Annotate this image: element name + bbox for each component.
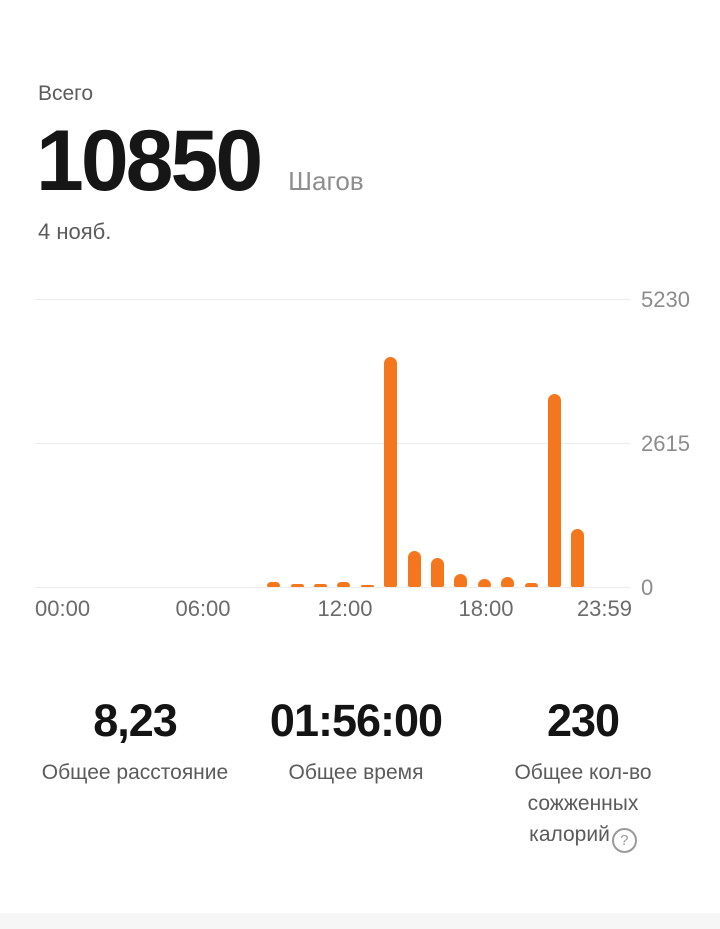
gridline-5230 xyxy=(35,298,630,300)
total-steps-value: 10850 xyxy=(36,113,263,209)
total-distance-label: Общее расстояние xyxy=(41,761,229,784)
total-distance-value: 8,23 xyxy=(93,695,178,746)
stat-total-time: 01:56:00 Общее время xyxy=(241,697,471,788)
bar-hour-19[interactable] xyxy=(501,577,515,587)
bar-hour-18[interactable] xyxy=(477,579,491,587)
stat-total-calories: 230 Общее кол-во сожженных калорий? xyxy=(498,697,668,853)
total-calories-value: 230 xyxy=(546,695,620,746)
stat-total-distance: 8,23 Общее расстояние xyxy=(20,697,250,788)
total-label: Всего xyxy=(38,82,94,105)
bar-hour-13[interactable] xyxy=(360,585,374,587)
total-calories-label: Общее кол-во сожженных калорий? xyxy=(498,757,668,853)
bar-hour-21[interactable] xyxy=(547,394,561,587)
steps-bar-chart[interactable]: 0 2615 5230 00:00 06:00 12:00 18:00 23:59 xyxy=(0,0,720,650)
calories-help-icon[interactable]: ? xyxy=(611,828,637,853)
date-label: 4 нояб. xyxy=(38,219,112,244)
bar-hour-15[interactable] xyxy=(407,551,421,587)
bar-hour-22[interactable] xyxy=(571,529,585,587)
y-axis-label-2615: 2615 xyxy=(641,431,690,456)
bar-hour-20[interactable] xyxy=(524,583,538,587)
steps-unit-label: Шагов xyxy=(288,166,364,196)
bar-hour-14[interactable] xyxy=(384,357,398,587)
bar-hour-9[interactable] xyxy=(267,582,281,587)
total-steps-row: 10850 Шагов xyxy=(36,116,364,206)
x-axis-label-1800: 18:00 xyxy=(458,596,514,621)
bar-hour-10[interactable] xyxy=(290,584,304,587)
total-time-label: Общее время xyxy=(288,761,424,784)
x-axis-label-0600: 06:00 xyxy=(175,596,231,621)
total-time-value: 01:56:00 xyxy=(269,695,443,746)
bottom-band xyxy=(0,913,720,929)
x-axis-label-1200: 12:00 xyxy=(317,596,373,621)
bar-hour-17[interactable] xyxy=(454,574,468,587)
x-axis-label-2359: 23:59 xyxy=(576,596,632,621)
y-axis-label-5230: 5230 xyxy=(641,287,690,312)
total-calories-label-text: Общее кол-во сожженных калорий xyxy=(514,761,652,846)
gridline-2615 xyxy=(35,442,630,444)
bar-hour-11[interactable] xyxy=(313,584,327,587)
x-axis-label-0000: 00:00 xyxy=(35,596,91,621)
y-axis-label-0: 0 xyxy=(641,575,654,600)
gridline-0 xyxy=(35,586,630,588)
bar-hour-12[interactable] xyxy=(337,582,351,587)
bar-hour-16[interactable] xyxy=(430,558,444,587)
